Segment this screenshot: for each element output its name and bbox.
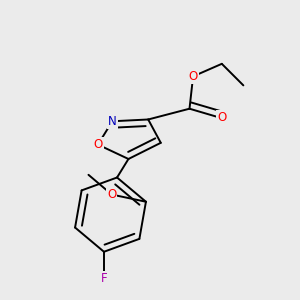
Text: F: F <box>100 272 107 285</box>
Text: O: O <box>188 70 198 83</box>
Text: O: O <box>93 138 103 151</box>
Text: O: O <box>107 188 116 201</box>
Text: N: N <box>108 115 117 128</box>
Text: O: O <box>217 111 226 124</box>
